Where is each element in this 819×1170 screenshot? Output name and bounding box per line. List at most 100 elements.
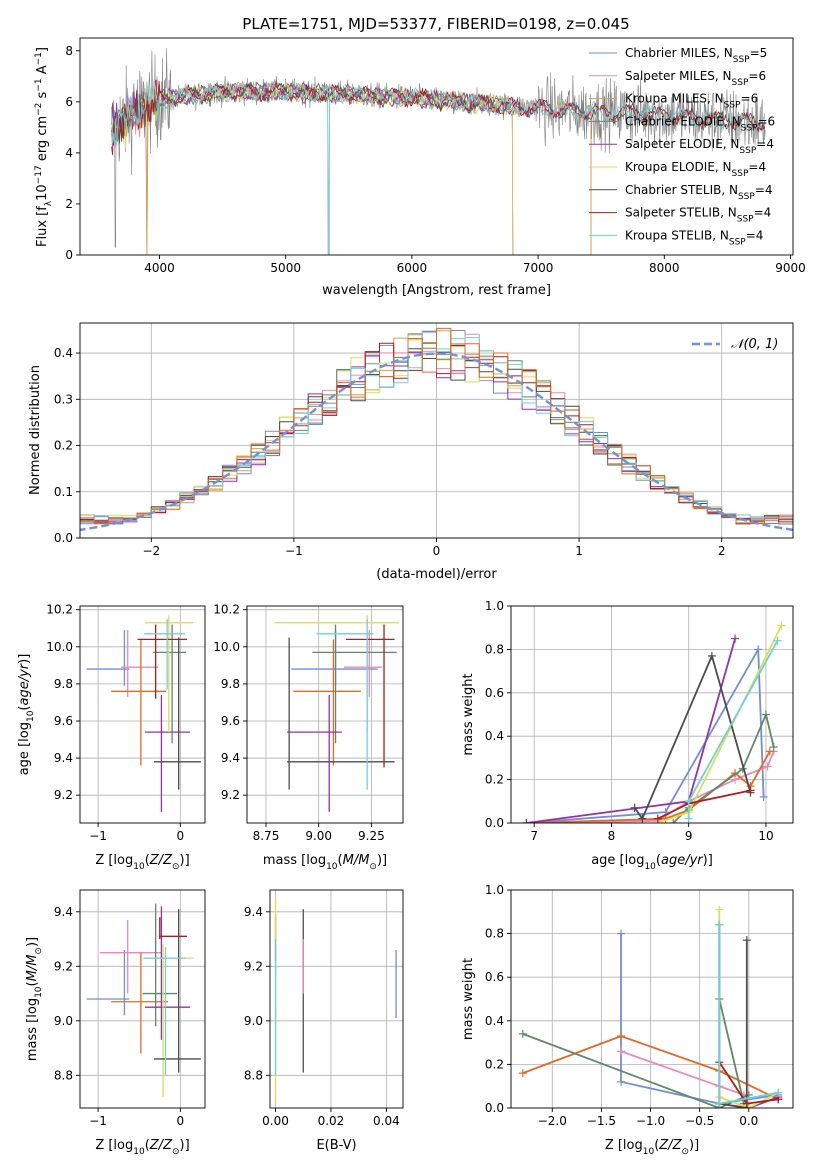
series-line	[620, 933, 779, 1105]
label-part: =4	[756, 137, 774, 151]
label-part: SSP	[738, 192, 755, 202]
label-part: Kroupa MILES, N	[625, 92, 724, 106]
model-spectrum	[111, 82, 514, 255]
label-part: s	[35, 91, 50, 102]
label-part: ⊙	[681, 1147, 689, 1157]
y-tick-label: 9.2	[54, 959, 73, 973]
legend-entry: Salpeter ELODIE, NSSP=4	[625, 137, 774, 156]
plot-area	[80, 890, 205, 1108]
y-tick-label: 0.2	[485, 1057, 504, 1071]
mass-vs-metallicity-panel: −1 08.89.09.29.4Z [log10(Z/Z⊙)]mass [log1…	[25, 889, 206, 1157]
label-part: 10	[133, 1147, 145, 1157]
label-part: 10	[133, 862, 145, 872]
series-line	[526, 750, 771, 823]
model-spectrum	[111, 79, 766, 156]
y-tick-label: 6	[65, 95, 73, 109]
y-tick-label: 8	[65, 44, 73, 58]
label-part: ]	[35, 47, 50, 52]
label-part: =5	[750, 46, 768, 60]
x-axis-label: (data-model)/error	[376, 567, 497, 582]
label-part: E(B-V)	[316, 1138, 356, 1153]
y-tick-label: 2	[65, 197, 73, 211]
label-part: (	[145, 853, 150, 868]
label-part: =6	[741, 92, 759, 106]
y-tick-label: 0.4	[485, 729, 504, 743]
y-tick-label: 9.6	[221, 714, 240, 728]
y-tick-label: 1.0	[485, 883, 504, 897]
series-line	[526, 751, 775, 823]
y-tick-label: 0.0	[485, 816, 504, 830]
residual-histogram-panel: −2 −1 0 1 2 0.0 0.1 0.2 0.3 0.4 (data-model)/error…	[28, 322, 794, 582]
model-spectrum	[111, 80, 766, 255]
legend-entry: Chabrier STELIB, NSSP=4	[625, 183, 773, 202]
y-tick-label: 9.0	[54, 1014, 73, 1028]
label-part: )]	[180, 1138, 190, 1153]
label-part: Chabrier STELIB, N	[625, 183, 738, 197]
label-part: (	[654, 1138, 659, 1153]
legend-entry: Salpeter STELIB, NSSP=4	[625, 206, 771, 225]
y-tick-label: 9.2	[244, 959, 263, 973]
label-part: SSP	[732, 169, 749, 179]
x-tick-label: 7	[530, 829, 538, 843]
label-part: age [log	[17, 722, 32, 775]
age-vs-metallicity-panel: −1 09.29.49.69.810.010.2Z [log10(Z/Z⊙)]ag…	[17, 603, 206, 872]
label-part: )]	[377, 853, 387, 868]
x-tick-label: 7000	[523, 261, 554, 275]
label-part: M/M	[343, 853, 370, 868]
label-part: Z [log	[95, 853, 133, 868]
y-tick-label: 0.0	[54, 531, 73, 545]
series-line	[522, 1035, 779, 1101]
y-tick-label: 9.4	[54, 905, 73, 919]
y-tick-label: 10.2	[46, 603, 73, 617]
x-tick-label: 9	[685, 829, 693, 843]
y-tick-label: 9.4	[244, 905, 263, 919]
x-tick-label: −1	[285, 544, 303, 558]
y-tick-label: 9.4	[221, 751, 240, 765]
x-tick-label: 8	[608, 829, 616, 843]
plot-area	[80, 323, 793, 538]
label-part: SSP	[739, 146, 756, 156]
y-tick-label: 0.3	[54, 392, 73, 406]
y-tick-label: 10.0	[46, 640, 73, 654]
spectrum-panel: 4000 5000 6000 7000 8000 9000 0 2 4 6 8 wavelength …	[34, 37, 806, 298]
label-part: =4	[755, 183, 773, 197]
plot-area	[511, 606, 793, 823]
label-part: )]	[689, 1138, 699, 1153]
label-part: −17	[34, 165, 44, 184]
plot-area	[80, 606, 205, 823]
series-line	[526, 648, 765, 823]
y-tick-label: 0.8	[485, 927, 504, 941]
legend-entry: Kroupa ELODIE, NSSP=4	[625, 160, 766, 179]
x-tick-label: −1	[89, 829, 107, 843]
y-tick-label: 0.6	[485, 686, 504, 700]
x-tick-label: 0	[177, 829, 185, 843]
x-tick-label: 2	[718, 544, 726, 558]
label-part: =4	[754, 206, 772, 220]
series-line	[526, 638, 736, 823]
y-tick-label: 0.4	[54, 346, 73, 360]
label-part: 10	[35, 184, 50, 201]
plot-area	[247, 606, 403, 823]
label-part: Z [log	[95, 1138, 133, 1153]
label-part: =6	[757, 114, 775, 128]
label-part: =6	[748, 69, 766, 83]
label-part: 10	[644, 862, 656, 872]
label-part: −2	[34, 103, 44, 116]
label-part: SSP	[724, 101, 741, 111]
y-axis-label: Normed distribution	[28, 365, 43, 495]
x-tick-label: −1.5	[587, 1114, 616, 1128]
label-part: (	[656, 853, 661, 868]
x-tick-label: 1	[575, 544, 583, 558]
legend-entry: 𝒩(0, 1)	[731, 337, 778, 352]
label-part: =4	[746, 228, 764, 242]
x-tick-label: 0.04	[373, 1114, 400, 1128]
legend-entry: Chabrier ELODIE, NSSP=6	[625, 114, 775, 133]
x-axis-label: wavelength [Angstrom, rest frame]	[322, 283, 551, 298]
axes-frame	[79, 37, 794, 256]
label-part: Z/Z	[658, 1138, 682, 1153]
y-tick-label: 9.8	[54, 677, 73, 691]
label-part: Salpeter MILES, N	[625, 69, 732, 83]
label-part: (	[25, 981, 40, 986]
series-line	[718, 998, 745, 1104]
